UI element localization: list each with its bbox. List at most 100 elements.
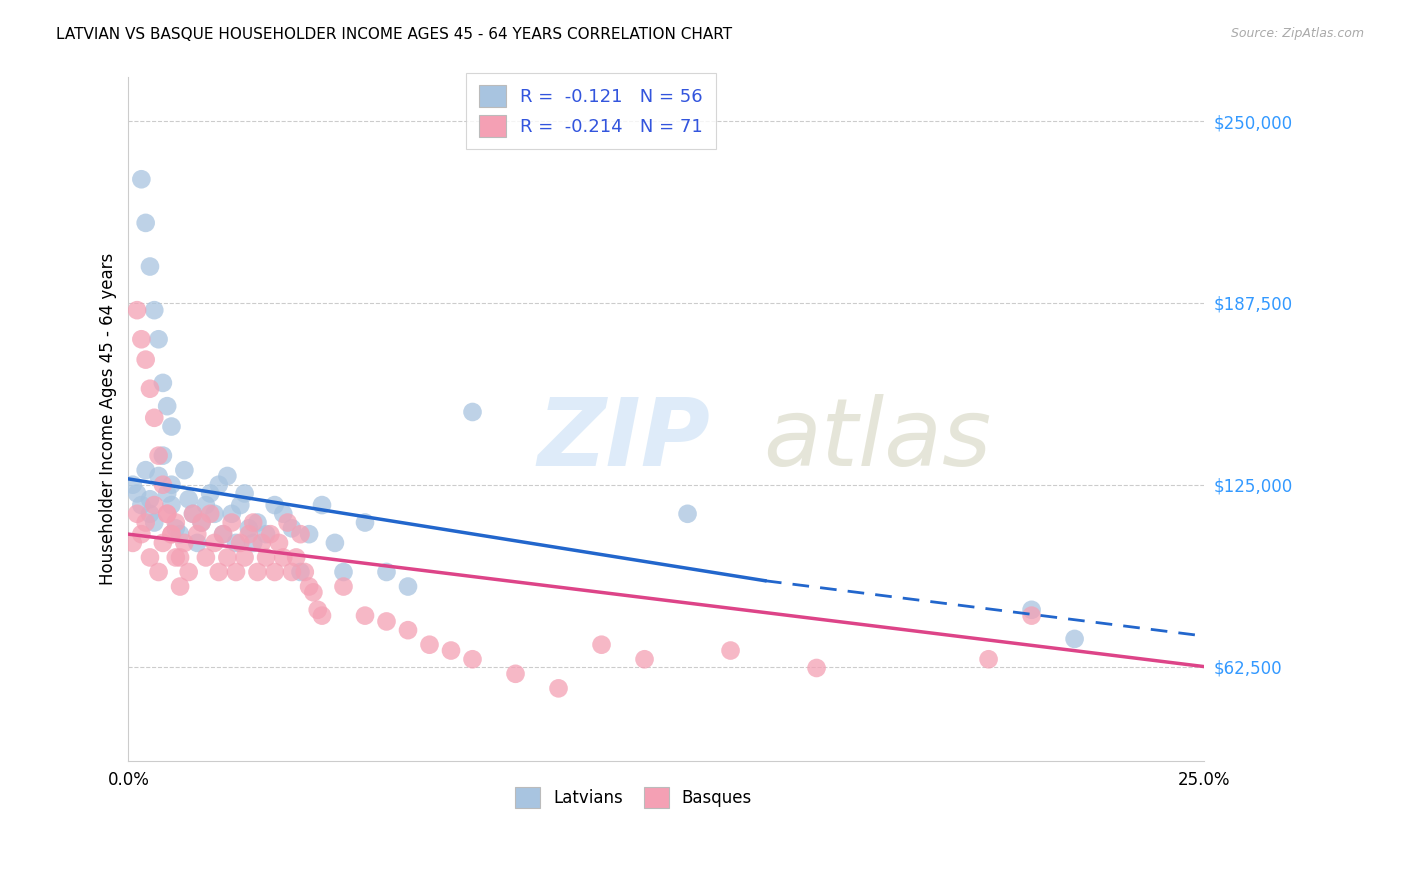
Point (194, 550, 217, 565)
Point (181, 507, 204, 521)
Point (242, 536, 264, 550)
Point (263, 565, 285, 579)
Point (1063, 632, 1085, 646)
Point (177, 492, 200, 507)
Point (131, 172, 153, 186)
Point (311, 608, 333, 623)
Point (169, 580, 191, 594)
Point (591, 638, 613, 652)
Point (165, 550, 187, 565)
Point (375, 565, 398, 579)
Point (156, 507, 179, 521)
Point (131, 332, 153, 346)
Point (238, 527, 260, 541)
Point (217, 550, 239, 565)
Point (212, 527, 235, 541)
Point (160, 498, 183, 512)
Point (148, 565, 170, 579)
Point (131, 527, 153, 541)
Point (233, 550, 256, 565)
Point (354, 516, 377, 530)
Point (152, 477, 174, 491)
Point (332, 565, 354, 579)
Point (298, 527, 321, 541)
Point (173, 536, 195, 550)
Point (139, 382, 162, 396)
Point (354, 608, 377, 623)
Point (121, 536, 143, 550)
Point (169, 527, 191, 541)
Point (212, 527, 235, 541)
Point (246, 565, 269, 579)
Point (461, 405, 484, 419)
Point (135, 463, 157, 477)
Point (440, 643, 463, 657)
Text: Source: ZipAtlas.com: Source: ZipAtlas.com (1230, 27, 1364, 40)
Point (225, 536, 247, 550)
Point (198, 486, 221, 500)
Point (198, 507, 221, 521)
Point (290, 527, 312, 541)
Point (242, 516, 264, 530)
Point (254, 527, 277, 541)
Point (181, 507, 204, 521)
Point (302, 585, 325, 599)
Point (190, 516, 212, 530)
Point (160, 477, 183, 491)
Point (250, 536, 273, 550)
Point (156, 486, 179, 500)
Point (125, 507, 148, 521)
Point (271, 507, 294, 521)
Point (806, 661, 828, 675)
Point (160, 527, 183, 541)
Point (547, 681, 569, 696)
Point (148, 469, 170, 483)
Y-axis label: Householder Income Ages 45 - 64 years: Householder Income Ages 45 - 64 years (100, 253, 117, 585)
Point (135, 352, 157, 367)
Point (229, 498, 252, 512)
Point (165, 516, 187, 530)
Legend: Latvians, Basques: Latvians, Basques (509, 780, 759, 814)
Point (307, 603, 329, 617)
Point (977, 652, 1000, 666)
Point (505, 666, 527, 681)
Point (204, 536, 226, 550)
Point (311, 498, 333, 512)
Point (238, 521, 260, 535)
Point (152, 449, 174, 463)
Point (208, 565, 231, 579)
Point (160, 419, 183, 434)
Point (375, 615, 398, 629)
Point (221, 516, 243, 530)
Point (186, 536, 208, 550)
Point (135, 516, 157, 530)
Point (131, 498, 153, 512)
Point (143, 516, 166, 530)
Point (143, 303, 166, 318)
Point (246, 516, 269, 530)
Point (217, 469, 239, 483)
Point (254, 550, 277, 565)
Point (177, 565, 200, 579)
Point (323, 536, 346, 550)
Point (461, 652, 484, 666)
Point (143, 410, 166, 425)
Point (194, 498, 217, 512)
Point (208, 477, 231, 491)
Point (1021, 603, 1043, 617)
Point (271, 550, 294, 565)
Point (221, 507, 243, 521)
Point (139, 260, 162, 274)
Point (720, 643, 742, 657)
Point (396, 580, 419, 594)
Point (160, 527, 183, 541)
Point (190, 516, 212, 530)
Point (1021, 608, 1043, 623)
Point (259, 527, 281, 541)
Point (418, 638, 440, 652)
Point (676, 507, 699, 521)
Point (298, 580, 321, 594)
Point (125, 303, 148, 318)
Point (396, 623, 419, 637)
Point (152, 376, 174, 390)
